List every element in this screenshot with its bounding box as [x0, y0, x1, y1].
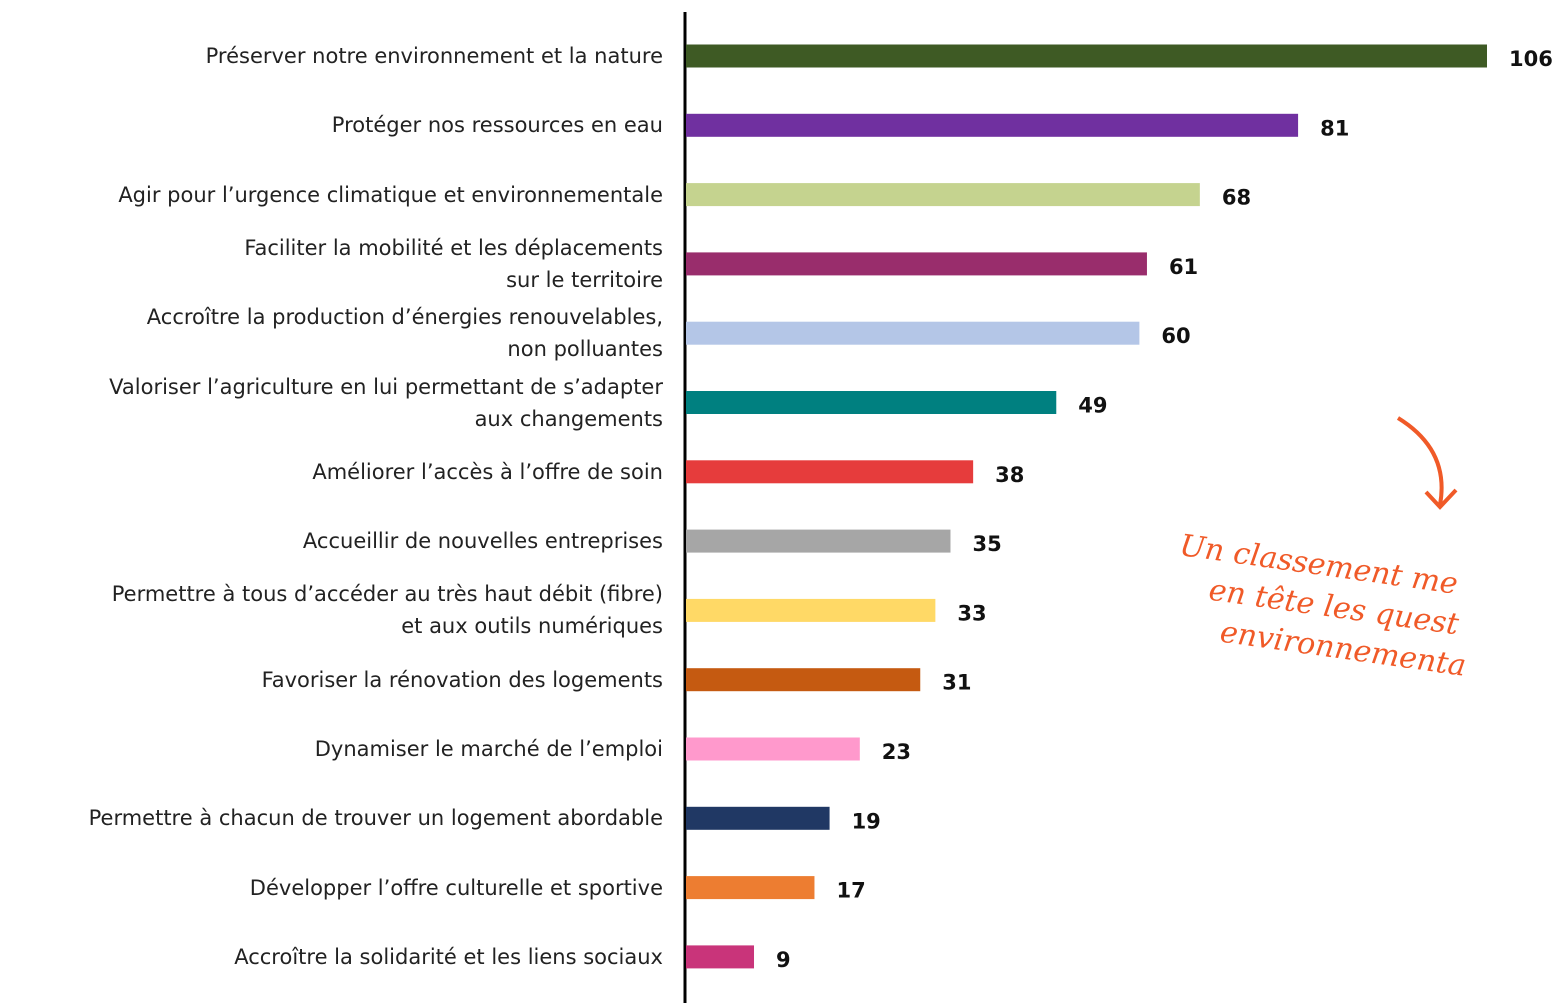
value-label: 33 [957, 601, 986, 625]
value-label: 9 [776, 948, 791, 972]
value-label: 106 [1509, 47, 1553, 71]
bar [686, 945, 755, 969]
category-label: Faciliter la mobilité et les déplacement… [244, 235, 663, 292]
value-label: 38 [995, 463, 1024, 487]
bar [686, 668, 921, 692]
value-label: 68 [1222, 186, 1251, 210]
category-label: Améliorer l’accès à l’offre de soin [312, 459, 663, 484]
category-label: Permettre à chacun de trouver un logemen… [88, 806, 663, 831]
category-label: Agir pour l’urgence climatique et enviro… [118, 182, 663, 207]
category-label: Favoriser la rénovation des logements [261, 667, 663, 692]
bar [686, 113, 1299, 137]
category-label: Préserver notre environnement et la natu… [205, 44, 663, 68]
bar [686, 806, 830, 830]
category-label: Protéger nos ressources en eau [331, 113, 663, 138]
value-label: 60 [1161, 324, 1190, 348]
category-label: Permettre à tous d’accéder au très haut … [111, 582, 663, 639]
bar [686, 460, 974, 484]
value-label: 81 [1320, 116, 1349, 140]
value-label: 31 [942, 671, 971, 695]
arrow-head [1424, 488, 1458, 510]
arrow [1396, 416, 1444, 506]
bar [686, 321, 1140, 345]
category-label: Dynamiser le marché de l’emploi [314, 737, 663, 761]
value-label: 17 [836, 879, 865, 903]
bar [686, 183, 1200, 207]
value-label: 19 [852, 809, 881, 833]
bar [686, 529, 951, 553]
value-label: 23 [882, 740, 911, 764]
bar [686, 876, 815, 900]
category-label: Accroître la production d’énergies renou… [146, 305, 663, 362]
annotation: Un classement me en tête les quest envir… [1177, 528, 1468, 684]
bar [686, 252, 1147, 276]
category-label: Accueillir de nouvelles entreprises [302, 529, 663, 554]
value-label: 49 [1078, 394, 1107, 418]
bar [686, 737, 860, 761]
bar [686, 44, 1487, 68]
category-label: Valoriser l’agriculture en lui permettan… [109, 374, 663, 431]
value-label: 35 [972, 532, 1001, 556]
bar [686, 598, 936, 622]
category-label: Accroître la solidarité et les liens soc… [234, 944, 663, 969]
category-label: Développer l’offre culturelle et sportiv… [249, 875, 663, 900]
bar [686, 391, 1057, 414]
value-label: 61 [1169, 255, 1198, 279]
